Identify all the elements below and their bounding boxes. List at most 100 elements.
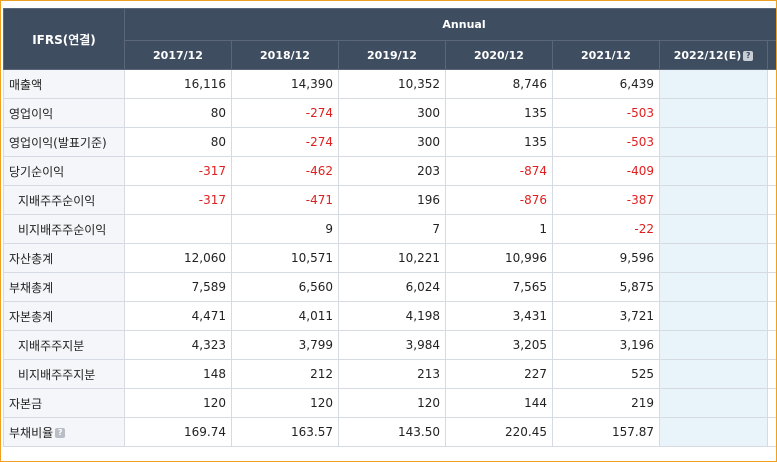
table-row: 지배주주지분 4,323 3,799 3,984 3,205 3,196 (3, 330, 776, 360)
column-header-label: 2022/12(E) (673, 48, 742, 62)
column-header: 2022/12(E)? (659, 40, 768, 70)
row-label-text: 영업이익 (9, 106, 54, 121)
row-label-text: 비지배주주순이익 (18, 222, 107, 237)
table-cell: -317 (124, 185, 232, 215)
column-header: 2018/12 (231, 40, 339, 70)
table-cell: 3,984 (338, 330, 446, 360)
table-cell (659, 417, 768, 447)
extra-cell (766, 185, 776, 215)
table-cell: -387 (552, 185, 660, 215)
table-cell: 212 (231, 359, 339, 389)
extra-cell (766, 69, 776, 99)
table-cell: 525 (552, 359, 660, 389)
table-cell: 144 (445, 388, 553, 418)
table-cell: 163.57 (231, 417, 339, 447)
row-label-text: 자본금 (9, 396, 43, 411)
extra-cell (766, 359, 776, 389)
table-cell: 6,024 (338, 272, 446, 302)
table-cell: 7 (338, 214, 446, 244)
table-cell: 10,221 (338, 243, 446, 273)
table-cell: 3,431 (445, 301, 553, 331)
row-label: 자산총계 (3, 243, 125, 273)
table-cell: 16,116 (124, 69, 232, 99)
row-label-text: 부채비율 (9, 425, 54, 440)
table-cell (659, 156, 768, 186)
table-cell: 135 (445, 127, 553, 157)
extra-cell (766, 417, 776, 447)
corner-header: IFRS(연결) (3, 8, 125, 70)
row-label: 자본금 (3, 388, 125, 418)
table-cell: 120 (231, 388, 339, 418)
row-label: 부채총계 (3, 272, 125, 302)
table-cell: 6,560 (231, 272, 339, 302)
row-label-text: 비지배주주지분 (18, 367, 96, 382)
table-row: 당기순이익 -317 -462 203 -874 -409 (3, 156, 776, 186)
table-cell: 9 (231, 214, 339, 244)
table-cell: 135 (445, 98, 553, 128)
row-label-text: 지배주주순이익 (18, 193, 96, 208)
table-cell: 3,205 (445, 330, 553, 360)
table-row: 비지배주주순이익 9 7 1 -22 (3, 214, 776, 244)
extra-cell (766, 243, 776, 273)
column-header-label: 2019/12 (367, 48, 417, 62)
extra-cell (766, 127, 776, 157)
table-cell: 7,565 (445, 272, 553, 302)
row-label: 영업이익 (3, 98, 125, 128)
table-cell (659, 69, 768, 99)
table-cell: -503 (552, 98, 660, 128)
table-cell: 4,198 (338, 301, 446, 331)
table-cell (659, 330, 768, 360)
table-cell: 12,060 (124, 243, 232, 273)
table-cell: 143.50 (338, 417, 446, 447)
help-icon[interactable]: ? (55, 428, 66, 438)
table-row: 지배주주순이익 -317 -471 196 -876 -387 (3, 185, 776, 215)
table-cell: 80 (124, 127, 232, 157)
extra-cell (766, 330, 776, 360)
table-cell: 1 (445, 214, 553, 244)
table-cell: 7,589 (124, 272, 232, 302)
table-cell: 300 (338, 98, 446, 128)
table-cell: 4,471 (124, 301, 232, 331)
table-body: 매출액 16,116 14,390 10,352 8,746 6,439 영업이익 80 -27… (3, 69, 776, 447)
column-header: 2021/12 (552, 40, 660, 70)
table-cell (124, 214, 232, 244)
table-cell: 120 (124, 388, 232, 418)
table-cell: -22 (552, 214, 660, 244)
table-cell: -471 (231, 185, 339, 215)
table-cell (659, 359, 768, 389)
column-header-label: 2020/12 (474, 48, 524, 62)
row-label-text: 매출액 (9, 77, 43, 92)
row-label-text: 자본총계 (9, 309, 54, 324)
table-cell: -274 (231, 98, 339, 128)
table-cell: 10,352 (338, 69, 446, 99)
table-row: 영업이익(발표기준) 80 -274 300 135 -503 (3, 127, 776, 157)
table-cell: 4,323 (124, 330, 232, 360)
financial-table: IFRS(연결) Annual 2017/12 2018/12 2019/12 202… (3, 8, 776, 447)
table-cell (659, 243, 768, 273)
table-row: 부채비율? 169.74 163.57 143.50 220.45 157.87 (3, 417, 776, 447)
table-cell: -409 (552, 156, 660, 186)
row-label-text: 지배주주지분 (18, 338, 85, 353)
table-cell: 3,721 (552, 301, 660, 331)
table-cell: 219 (552, 388, 660, 418)
column-header-row: 2017/12 2018/12 2019/12 2020/12 2021/12 2022/… (4, 40, 776, 70)
table-row: 자본총계 4,471 4,011 4,198 3,431 3,721 (3, 301, 776, 331)
table-cell (659, 301, 768, 331)
column-header: 2019/12 (338, 40, 446, 70)
extra-column-header (766, 40, 776, 70)
extra-cell (766, 156, 776, 186)
table-cell: 3,799 (231, 330, 339, 360)
table-cell: 148 (124, 359, 232, 389)
row-label: 당기순이익 (3, 156, 125, 186)
table-cell: -503 (552, 127, 660, 157)
column-header-label: 2021/12 (581, 48, 631, 62)
table-cell: 203 (338, 156, 446, 186)
table-cell: 4,011 (231, 301, 339, 331)
table-row: 매출액 16,116 14,390 10,352 8,746 6,439 (3, 69, 776, 99)
table-cell: 10,571 (231, 243, 339, 273)
table-cell (659, 185, 768, 215)
table-cell: 8,746 (445, 69, 553, 99)
row-label: 매출액 (3, 69, 125, 99)
help-icon[interactable]: ? (743, 50, 754, 61)
table-cell: -462 (231, 156, 339, 186)
